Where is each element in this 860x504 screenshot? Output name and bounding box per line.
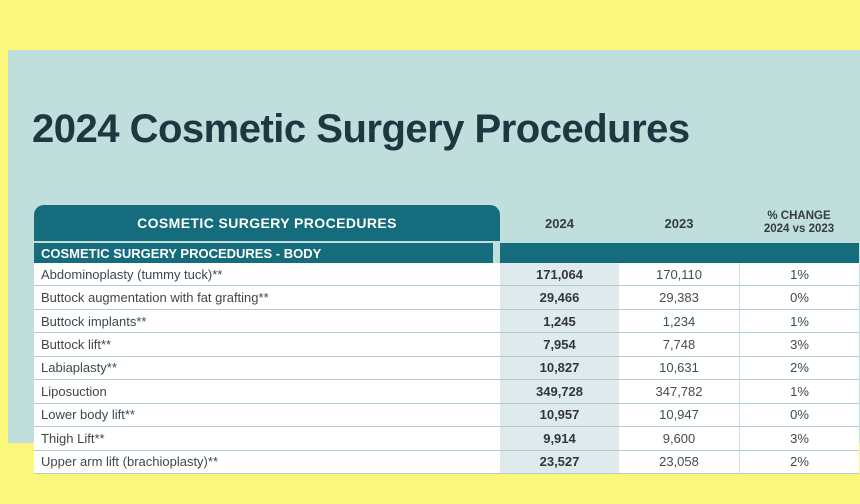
value-2023-cell: 10,947 bbox=[619, 403, 739, 428]
table-row: Buttock lift** 7,954 7,748 3% bbox=[34, 333, 859, 357]
value-2024-cell: 23,527 bbox=[500, 450, 619, 474]
percent-change-cell: 3% bbox=[739, 427, 859, 451]
section-header-body-row: COSMETIC SURGERY PROCEDURES - BODY bbox=[34, 243, 859, 263]
page-title: 2024 Cosmetic Surgery Procedures bbox=[32, 107, 690, 151]
column-header-change-line1: % CHANGE bbox=[767, 210, 831, 222]
value-2024-cell: 29,466 bbox=[500, 286, 619, 310]
procedure-name-cell: Thigh Lift** bbox=[34, 427, 500, 451]
procedure-name-cell: Labiaplasty** bbox=[34, 356, 500, 381]
column-header-2023: 2023 bbox=[664, 215, 694, 231]
procedure-name-cell: Abdominoplasty (tummy tuck)** bbox=[34, 263, 500, 287]
column-header-change-line2: 2024 vs 2023 bbox=[763, 223, 835, 235]
table-row: Lower body lift** 10,957 10,947 0% bbox=[34, 403, 859, 428]
procedure-name-cell: Buttock implants** bbox=[34, 309, 500, 334]
value-2023-cell: 347,782 bbox=[619, 380, 739, 404]
procedure-name-cell: Buttock lift** bbox=[34, 333, 500, 357]
table-row: Buttock implants** 1,245 1,234 1% bbox=[34, 309, 859, 334]
value-2023-cell: 29,383 bbox=[619, 286, 739, 310]
percent-change-cell: 1% bbox=[739, 309, 859, 334]
procedure-name-cell: Lower body lift** bbox=[34, 403, 500, 428]
procedure-name-cell: Liposuction bbox=[34, 380, 500, 404]
value-2023-cell: 23,058 bbox=[619, 450, 739, 474]
value-2024-cell: 7,954 bbox=[500, 333, 619, 357]
percent-change-cell: 1% bbox=[739, 263, 859, 287]
column-header-percent-change: % CHANGE 2024 vs 2023 bbox=[739, 205, 859, 241]
procedure-name-cell: Upper arm lift (brachioplasty)** bbox=[34, 450, 500, 474]
percent-change-cell: 0% bbox=[739, 286, 859, 310]
value-2023-cell: 1,234 bbox=[619, 309, 739, 334]
value-2023-cell: 9,600 bbox=[619, 427, 739, 451]
section-header-body-fill bbox=[500, 243, 859, 263]
content-panel: 2024 Cosmetic Surgery Procedures COSMETI… bbox=[8, 50, 860, 474]
value-2023-cell: 10,631 bbox=[619, 356, 739, 381]
value-2024-cell: 349,728 bbox=[500, 380, 619, 404]
percent-change-cell: 2% bbox=[739, 356, 859, 381]
value-2024-cell: 1,245 bbox=[500, 309, 619, 334]
percent-change-cell: 3% bbox=[739, 333, 859, 357]
table-header-procedures: COSMETIC SURGERY PROCEDURES bbox=[34, 205, 500, 241]
column-header-2024: 2024 bbox=[545, 215, 574, 231]
table-row: Labiaplasty** 10,827 10,631 2% bbox=[34, 356, 859, 381]
procedures-table: COSMETIC SURGERY PROCEDURES 2024 2023 % … bbox=[34, 205, 859, 474]
value-2023-cell: 7,748 bbox=[619, 333, 739, 357]
value-2024-cell: 171,064 bbox=[500, 263, 619, 287]
section-header-body-label: COSMETIC SURGERY PROCEDURES - BODY bbox=[34, 243, 493, 263]
percent-change-cell: 1% bbox=[739, 380, 859, 404]
value-2023-cell: 170,110 bbox=[619, 263, 739, 287]
percent-change-cell: 2% bbox=[739, 450, 859, 474]
procedure-name-cell: Buttock augmentation with fat grafting** bbox=[34, 286, 500, 310]
table-body: Abdominoplasty (tummy tuck)** 171,064 17… bbox=[34, 263, 859, 474]
table-row: Upper arm lift (brachioplasty)** 23,527 … bbox=[34, 450, 859, 474]
table-row: Liposuction 349,728 347,782 1% bbox=[34, 380, 859, 404]
value-2024-cell: 10,957 bbox=[500, 403, 619, 428]
percent-change-cell: 0% bbox=[739, 403, 859, 428]
table-row: Buttock augmentation with fat grafting**… bbox=[34, 286, 859, 310]
value-2024-cell: 9,914 bbox=[500, 427, 619, 451]
value-2024-cell: 10,827 bbox=[500, 356, 619, 381]
table-header-row: COSMETIC SURGERY PROCEDURES 2024 2023 % … bbox=[34, 205, 859, 241]
table-row: Abdominoplasty (tummy tuck)** 171,064 17… bbox=[34, 263, 859, 287]
table-row: Thigh Lift** 9,914 9,600 3% bbox=[34, 427, 859, 451]
